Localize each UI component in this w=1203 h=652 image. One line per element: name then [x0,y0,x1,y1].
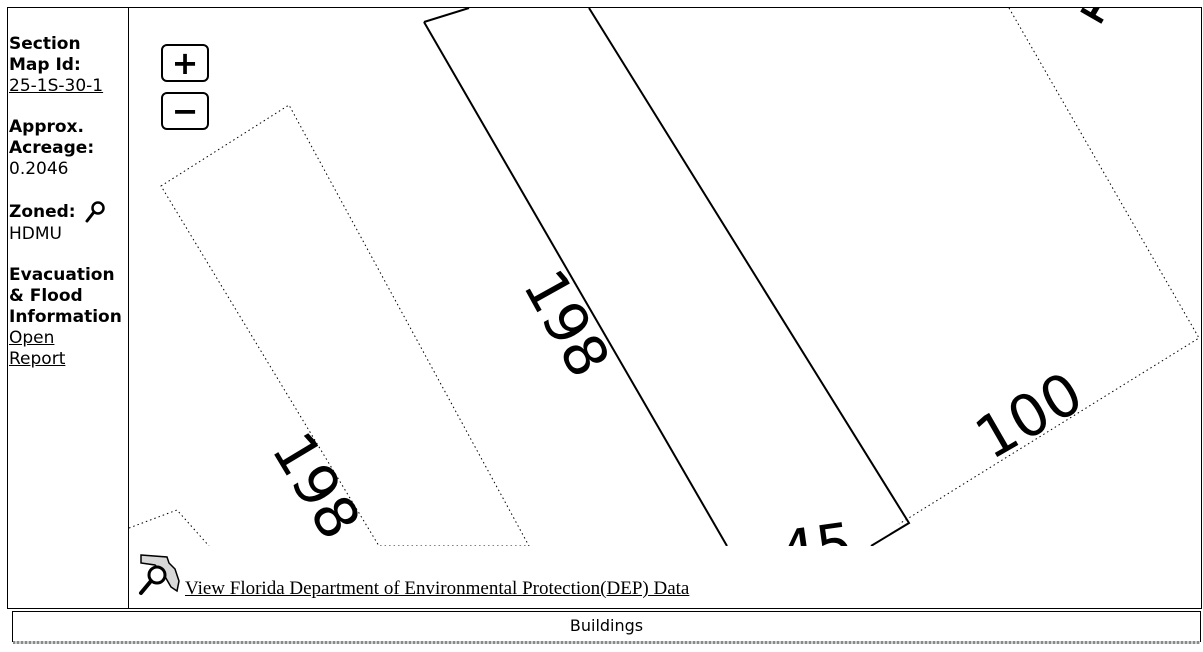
zoned-label: Zoned: [9,201,76,222]
map-canvas: 198 198 100 45 61 [129,8,1200,546]
parcel-info: Section Map Id: 25-1S-30-1 Approx. Acrea… [9,34,127,390]
magnifier-icon[interactable] [84,200,106,224]
parcel-outline [898,8,1200,525]
acreage: Approx. Acreage: 0.2046 [9,117,127,180]
parcel-label: 45 [775,509,858,546]
dep-data-link-row: View Florida Department of Environmental… [137,551,690,599]
zoom-in-button[interactable]: + [161,44,209,82]
parcel-boundary [423,21,728,546]
florida-magnifier-icon[interactable] [137,551,181,597]
parcel-boundary [588,8,911,546]
parcel-label: 61 [1035,8,1133,39]
dep-data-link[interactable]: View Florida Department of Environmental… [185,578,690,599]
acreage-value: 0.2046 [9,159,69,179]
parcel-boundary [423,8,470,23]
zoom-out-button[interactable]: − [161,92,209,130]
column-divider [128,7,129,609]
buildings-label: Buildings [569,616,644,635]
zoned-value: HDMU [9,224,62,244]
zoning: Zoned: HDMU [9,200,127,245]
parcel-label: 100 [964,359,1094,473]
header-shadow [13,641,1200,644]
open-report-link-1[interactable]: Open [9,328,55,348]
section-map-label-1: Section [9,34,81,54]
evacuation-flood: Evacuation & Flood Information Open Repo… [9,265,127,370]
buildings-section-header[interactable]: Buildings [12,611,1201,644]
parcel-label: 198 [258,421,373,546]
section-map-link[interactable]: 25-1S-30-1 [9,76,104,96]
open-report-link-2[interactable]: Report [9,349,66,369]
parcel-outline [129,509,210,546]
parcel-map[interactable]: 198 198 100 45 61 [129,8,1201,546]
evac-label-1: Evacuation [9,265,115,285]
section-map-label-2: Map Id: [9,55,81,75]
section-map-id: Section Map Id: 25-1S-30-1 [9,34,127,97]
acreage-label-2: Acreage: [9,138,95,158]
evac-label-3: Information [9,307,122,327]
acreage-label-1: Approx. [9,117,84,137]
parcel-label: 198 [510,258,623,388]
evac-label-2: & Flood [9,286,83,306]
